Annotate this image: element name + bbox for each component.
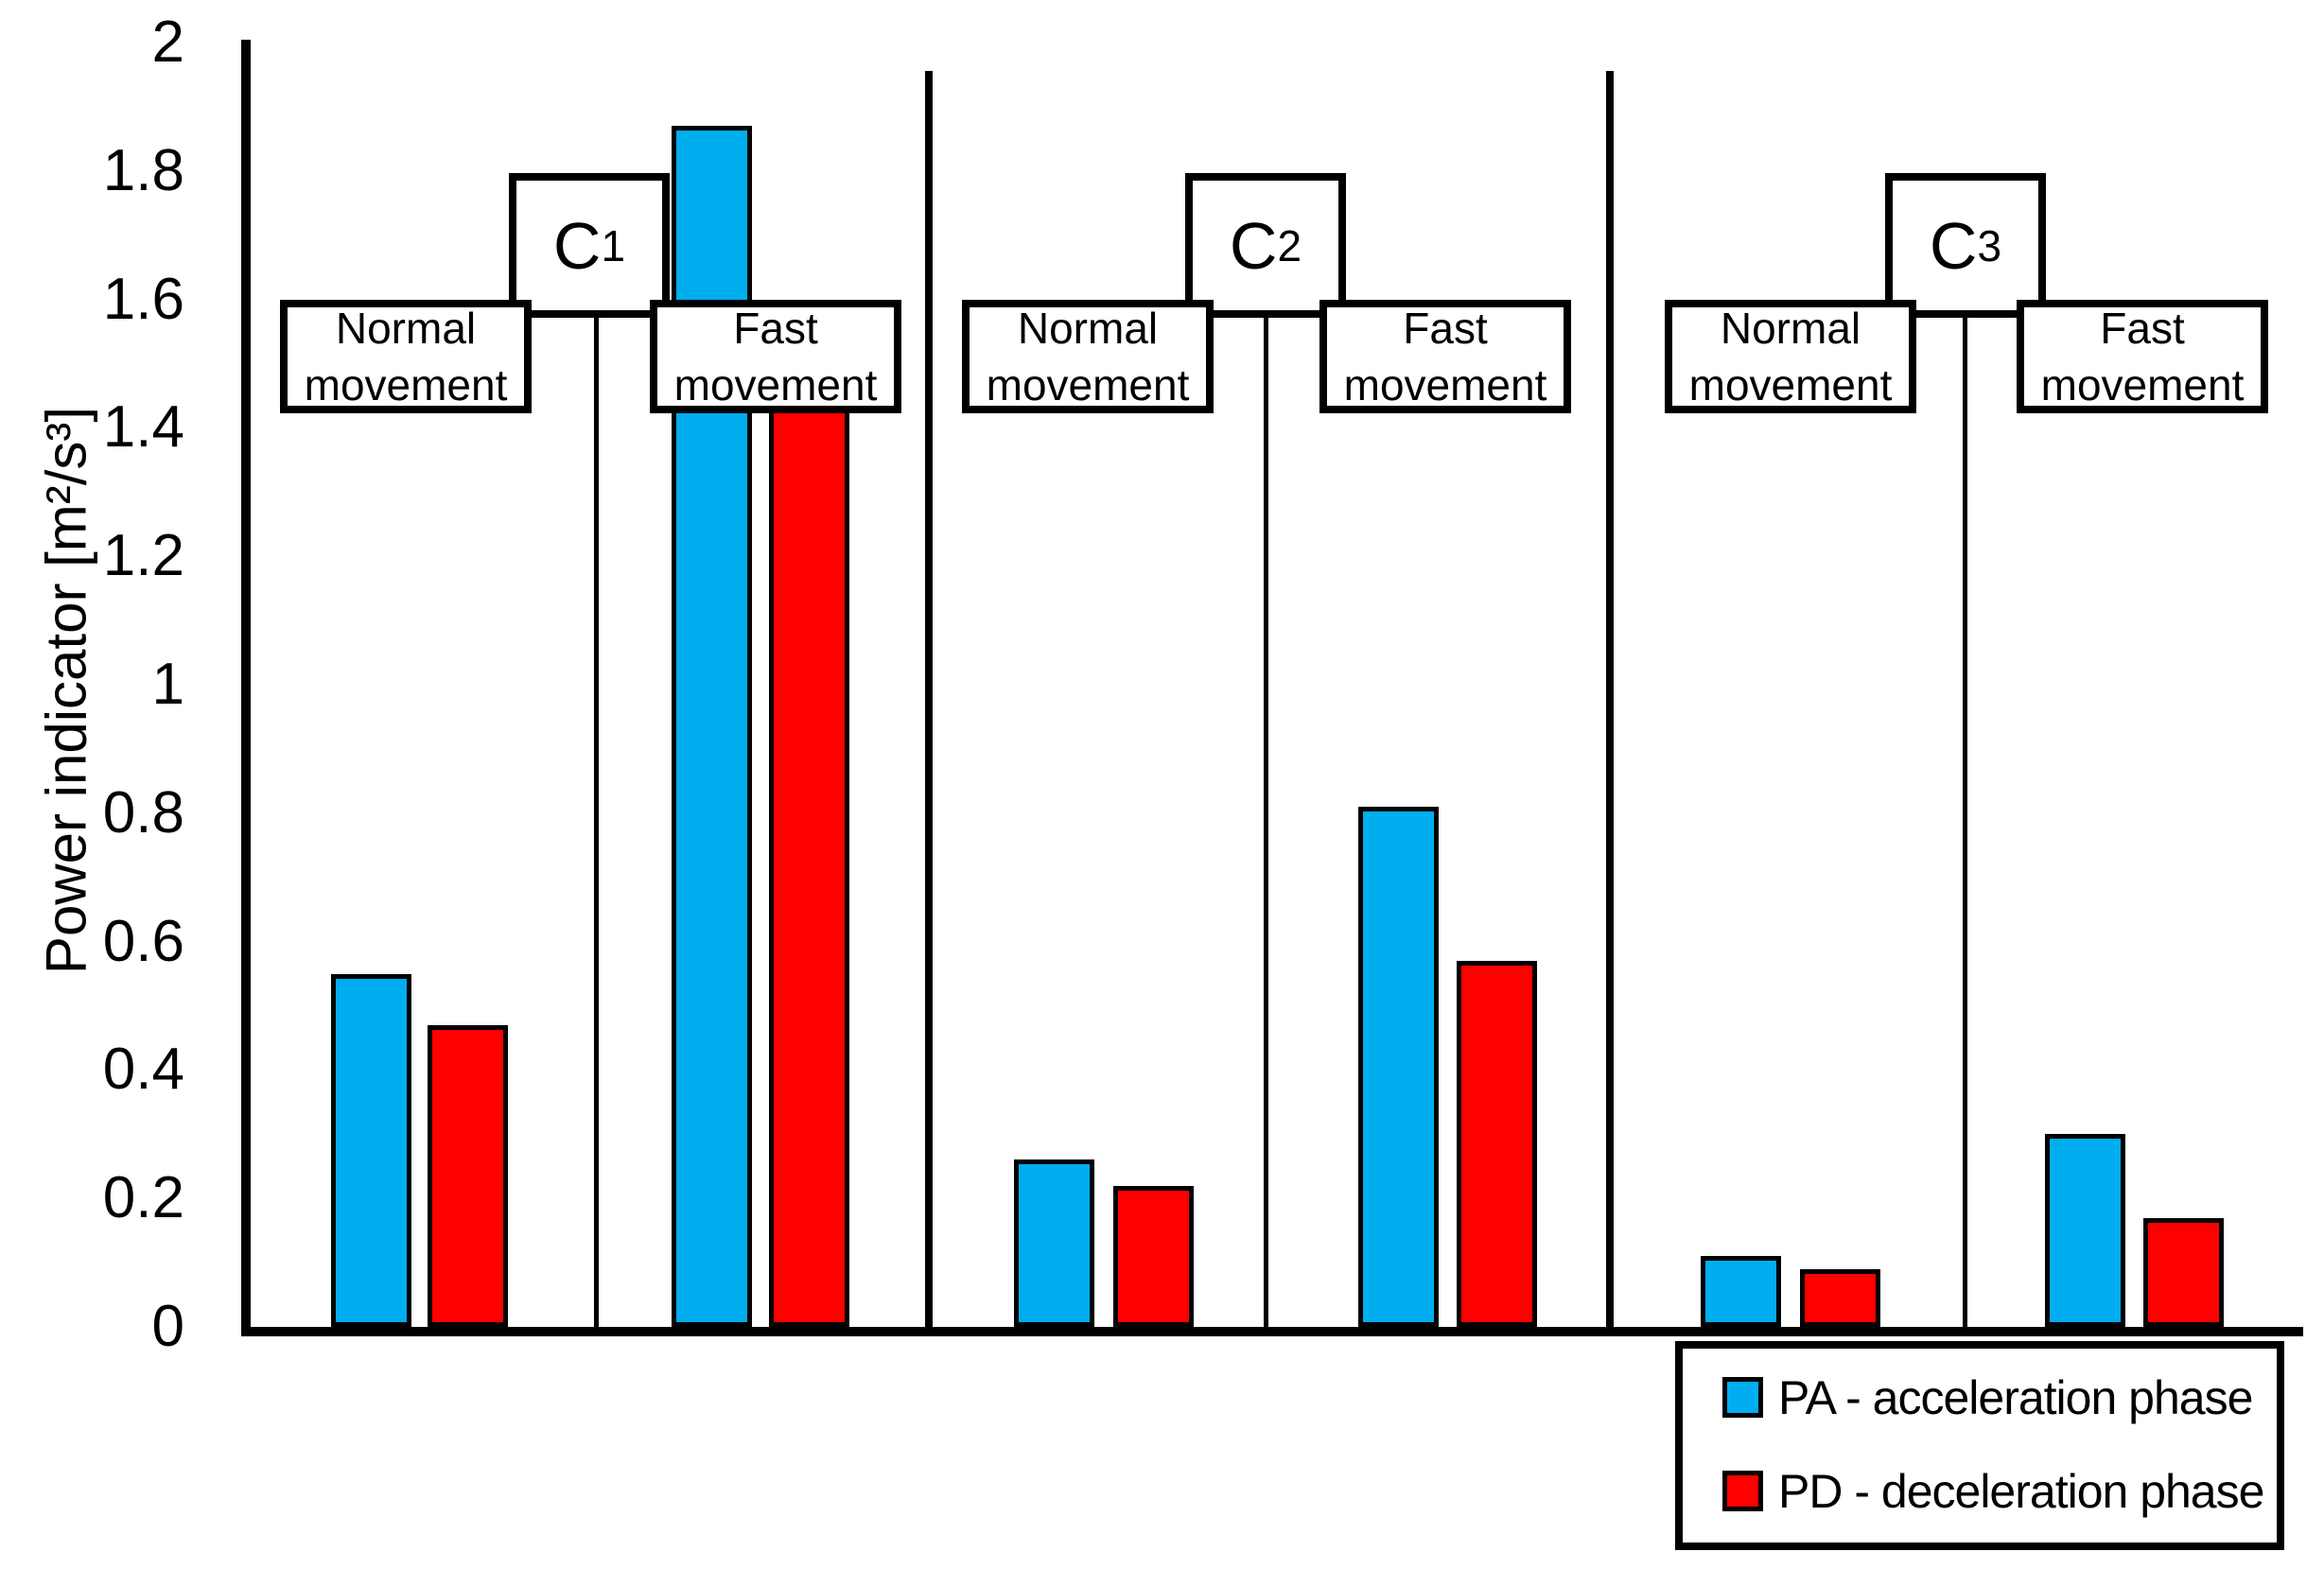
y-axis-line xyxy=(241,40,251,1336)
y-axis-tick-label: 0.8 xyxy=(102,779,184,846)
y-axis-tick-label: 1.4 xyxy=(102,394,184,461)
condition-label-line2: movement xyxy=(986,360,1190,410)
condition-label-line1: Fast xyxy=(1403,304,1488,353)
group-label-base: C xyxy=(1929,208,1978,283)
y-axis-tick-label: 0 xyxy=(151,1294,184,1359)
bar-c3-fast-pd xyxy=(2143,1217,2224,1327)
condition-label-box-c3-fast: Fast movement xyxy=(2017,300,2268,413)
bar-c3-normal-pa xyxy=(1701,1256,1781,1327)
condition-label-box-c2-fast: Fast movement xyxy=(1319,300,1571,413)
legend: PA - acceleration phase PD - deceleratio… xyxy=(1675,1341,2284,1550)
y-axis-tick-label: 0.6 xyxy=(102,908,184,974)
bar-c2-normal-pd xyxy=(1113,1185,1194,1327)
bar-c1-normal-pa xyxy=(331,973,411,1327)
bar-c2-fast-pd xyxy=(1457,960,1537,1327)
condition-label-box-c1-normal: Normal movement xyxy=(280,300,532,413)
bracket-line-c1 xyxy=(594,318,599,1327)
legend-label-pa: PA - acceleration phase xyxy=(1778,1371,2253,1424)
condition-label-line2: movement xyxy=(1343,360,1547,410)
x-axis-line xyxy=(241,1327,2303,1336)
condition-label-box-c2-normal: Normal movement xyxy=(962,300,1214,413)
y-axis-tick-label: 0.4 xyxy=(102,1037,184,1103)
y-axis-tick-label: 1.8 xyxy=(102,137,184,203)
bracket-line-c3 xyxy=(1963,318,1967,1327)
y-axis-tick-label: 1.6 xyxy=(102,266,184,332)
condition-label-line1: Normal xyxy=(1017,304,1159,353)
bar-c2-normal-pa xyxy=(1014,1159,1094,1327)
legend-swatch-pa-blue xyxy=(1722,1377,1763,1418)
condition-label-line1: Fast xyxy=(733,304,818,353)
condition-label-line1: Fast xyxy=(2100,304,2185,353)
bar-c1-fast-pd xyxy=(769,409,849,1327)
legend-swatch-pd-red xyxy=(1722,1471,1763,1511)
legend-item-pd: PD - deceleration phase xyxy=(1683,1465,2277,1518)
group-divider-1 xyxy=(925,71,933,1327)
legend-item-pa: PA - acceleration phase xyxy=(1683,1371,2277,1424)
group-label-base: C xyxy=(1229,208,1278,283)
y-axis-tick-label: 0.2 xyxy=(102,1165,184,1231)
condition-label-line2: movement xyxy=(304,360,508,410)
y-axis-tick-label: 2 xyxy=(151,9,184,75)
condition-label-line2: movement xyxy=(1688,360,1893,410)
bar-c1-normal-pd xyxy=(428,1024,508,1327)
condition-label-box-c1-fast: Fast movement xyxy=(650,300,901,413)
bracket-line-c2 xyxy=(1264,318,1268,1327)
condition-label-box-c3-normal: Normal movement xyxy=(1665,300,1916,413)
bar-c3-fast-pa xyxy=(2045,1134,2125,1327)
bar-c2-fast-pa xyxy=(1358,807,1439,1327)
group-divider-2 xyxy=(1606,71,1614,1327)
bar-c3-normal-pd xyxy=(1800,1268,1880,1327)
condition-label-line2: movement xyxy=(2040,360,2245,410)
y-axis-tick-label: 1.2 xyxy=(102,523,184,589)
group-label-base: C xyxy=(552,208,602,283)
condition-label-line2: movement xyxy=(673,360,878,410)
condition-label-line1: Normal xyxy=(1720,304,1861,353)
legend-label-pd: PD - deceleration phase xyxy=(1778,1465,2264,1518)
y-axis-tick-label: 1 xyxy=(151,652,184,717)
condition-label-line1: Normal xyxy=(335,304,477,353)
